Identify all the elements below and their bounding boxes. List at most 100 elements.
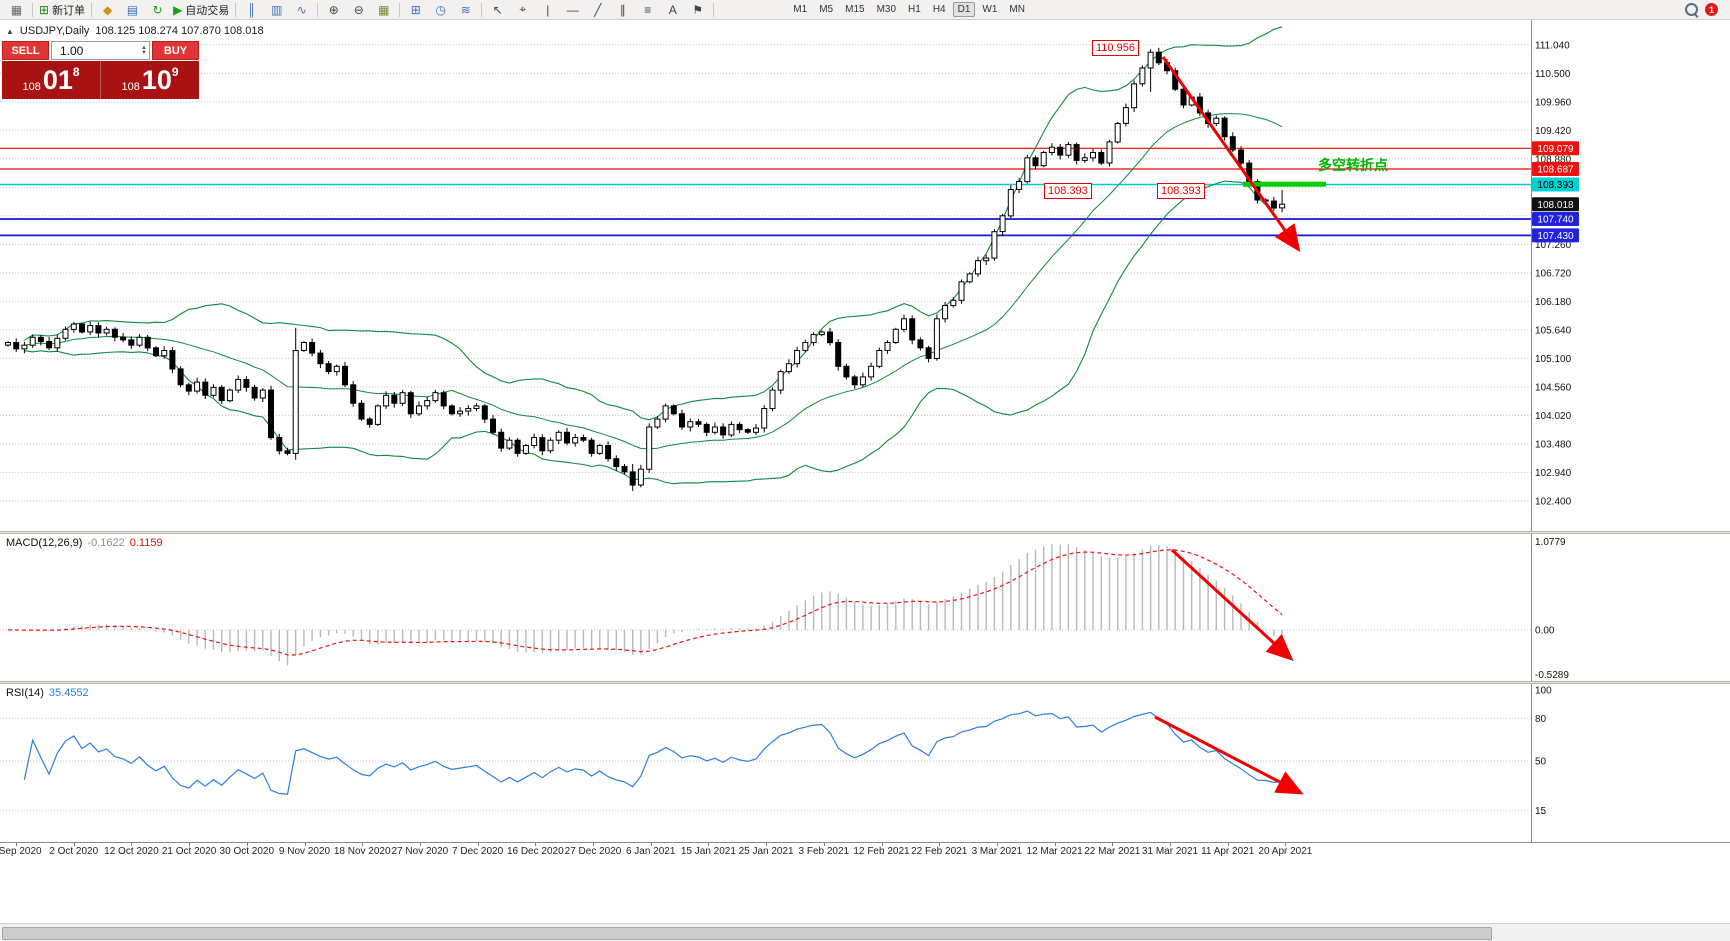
date-tick (477, 843, 479, 846)
svg-text:109.079: 109.079 (1537, 144, 1574, 155)
toolbar-separator (399, 2, 401, 17)
bid-price[interactable]: 108 01 8 (2, 61, 101, 99)
terminal-icon[interactable]: ▤ (120, 0, 145, 19)
profile-icon[interactable]: ◆ (95, 0, 120, 19)
tile-windows-icon-glyph: ▦ (378, 2, 390, 17)
tile-windows-icon[interactable]: ▦ (371, 0, 396, 19)
date-tick (131, 843, 133, 846)
toolbar-right-group: 1 (1685, 3, 1718, 16)
date-label: 3 Sep 2020 (0, 846, 42, 857)
date-label: 3 Feb 2021 (798, 846, 850, 857)
horizontal-line-tool-glyph: ― (566, 2, 579, 17)
timeframe-h1[interactable]: H1 (908, 4, 921, 15)
timeframe-m1[interactable]: M1 (793, 4, 808, 15)
rsi-panel-separator[interactable] (0, 681, 1730, 684)
profile-icon-glyph: ◆ (102, 2, 113, 17)
date-tick (939, 843, 941, 846)
date-label: 22 Feb 2021 (911, 846, 968, 857)
line-chart-icon[interactable]: ∿ (289, 0, 314, 19)
autotrading-button[interactable]: ▶ 自动交易 (170, 0, 232, 19)
svg-text:106.720: 106.720 (1535, 268, 1572, 279)
date-label: 11 Apr 2021 (1201, 846, 1255, 857)
rsi-line (23, 710, 1283, 795)
sell-button[interactable]: SELL (2, 41, 49, 60)
chart-title-icon: ▲ (6, 26, 14, 36)
arrows-tool-glyph: ⚑ (692, 2, 704, 17)
zoom-out-button[interactable]: ⊖ (346, 0, 371, 19)
date-label: 15 Jan 2021 (680, 846, 736, 857)
refresh-icon[interactable]: ↻ (145, 0, 170, 19)
date-label: 2 Oct 2020 (49, 846, 99, 857)
new-order-button[interactable]: ⊞ 新订单 (36, 0, 88, 19)
channel-tool[interactable]: ∥ (610, 0, 635, 19)
timeframe-d1[interactable]: D1 (952, 2, 976, 17)
peak-price-label[interactable]: 110.956 (1092, 40, 1139, 56)
date-tick (881, 843, 883, 846)
crosshair-tool[interactable]: ⌖ (510, 0, 535, 19)
chart-settings-icon-glyph: ≋ (460, 2, 471, 17)
chart-settings-icon[interactable]: ≋ (453, 0, 478, 19)
timeframe-m30[interactable]: M30 (876, 4, 897, 15)
horizontal-scrollbar[interactable] (0, 923, 1730, 941)
date-tick (996, 843, 998, 846)
notification-badge[interactable]: 1 (1705, 3, 1718, 16)
ask-prefix: 108 (121, 81, 140, 93)
zoom-in-button[interactable]: ⊕ (321, 0, 346, 19)
timeframe-m5[interactable]: M5 (819, 4, 834, 15)
trendline-tool[interactable]: ╱ (585, 0, 610, 19)
svg-text:105.100: 105.100 (1535, 354, 1572, 365)
date-tick (1285, 843, 1287, 846)
svg-text:108.687: 108.687 (1537, 165, 1574, 176)
date-tick (362, 843, 364, 846)
scrollbar-thumb[interactable] (2, 927, 1492, 940)
support-price-label-left[interactable]: 108.393 (1044, 183, 1092, 199)
text-tool[interactable]: A (660, 0, 685, 19)
macd-panel-separator[interactable] (0, 531, 1730, 534)
date-label: 16 Dec 2020 (506, 846, 564, 857)
toolbar-separator (481, 2, 483, 17)
svg-text:15: 15 (1535, 806, 1547, 817)
fibonacci-tool[interactable]: ≡ (635, 0, 660, 19)
new-order-button-label: 新订单 (52, 4, 86, 17)
arrows-tool[interactable]: ⚑ (685, 0, 710, 19)
volume-spinner[interactable]: ▲ ▼ (141, 44, 147, 56)
new-order-glyph: ⊞ (39, 2, 50, 17)
clock-icon-glyph: ◷ (435, 2, 447, 17)
charts-icon[interactable]: ▦ (4, 0, 29, 19)
volume-input[interactable]: 1.00 ▲ ▼ (51, 41, 150, 60)
timeframe-h4[interactable]: H4 (932, 4, 946, 15)
main-price-chart: 111.040 110.500 109.960 109.420 108.880 108.3… (0, 26, 1579, 507)
timeframe-mn[interactable]: MN (1009, 4, 1025, 15)
date-label: 9 Nov 2020 (278, 846, 331, 857)
horizontal-line-tool[interactable]: ― (560, 0, 585, 19)
svg-text:104.560: 104.560 (1535, 382, 1572, 393)
buy-button[interactable]: BUY (152, 41, 199, 60)
turning-point-note[interactable]: 多空转折点 (1318, 157, 1388, 173)
ask-price[interactable]: 108 10 9 (101, 61, 199, 99)
date-tick (73, 843, 75, 846)
fibonacci-tool-glyph: ≡ (644, 2, 652, 17)
vertical-line-tool[interactable]: | (535, 0, 560, 19)
timeframe-m15[interactable]: M15 (845, 4, 865, 15)
date-label: 22 Mar 2021 (1084, 846, 1141, 857)
volume-value: 1.00 (60, 43, 84, 58)
date-tick (708, 843, 710, 846)
date-label: 20 Apr 2021 (1258, 846, 1313, 857)
timeframe-w1[interactable]: W1 (982, 4, 998, 15)
zoom-in-glyph: ⊕ (328, 2, 339, 17)
clock-icon[interactable]: ◷ (428, 0, 453, 19)
new-chart-button[interactable]: ⊞ (403, 0, 428, 19)
search-icon[interactable] (1685, 3, 1698, 16)
support-price-label-right[interactable]: 108.393 (1157, 183, 1205, 199)
bid-prefix: 108 (22, 81, 41, 93)
date-tick (766, 843, 768, 846)
svg-text:109.960: 109.960 (1535, 97, 1572, 108)
toolbar-separator (317, 2, 319, 17)
svg-text:105.640: 105.640 (1535, 325, 1572, 336)
bar-chart-icon[interactable]: ║ (239, 0, 264, 19)
candle-chart-icon[interactable]: ▥ (264, 0, 289, 19)
cursor-tool[interactable]: ↖ (485, 0, 510, 19)
date-label: 25 Jan 2021 (738, 846, 794, 857)
bid-point: 8 (72, 65, 80, 79)
